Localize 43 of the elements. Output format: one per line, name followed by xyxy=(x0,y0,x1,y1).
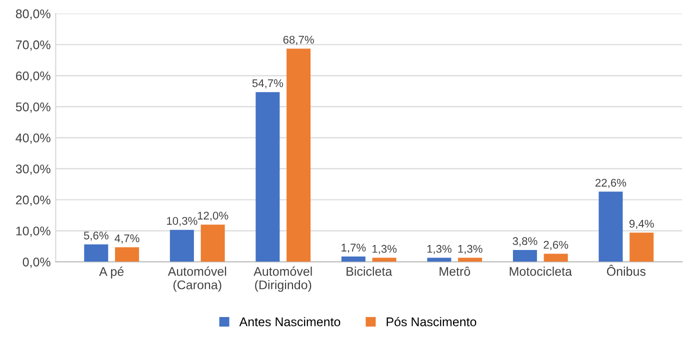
y-tick-label: 40,0% xyxy=(16,134,50,144)
data-label: 1,3% xyxy=(458,244,482,254)
data-label: 54,7% xyxy=(252,79,284,88)
data-label: 1,7% xyxy=(342,244,366,253)
bar xyxy=(200,224,225,262)
y-tick-label: 80,0% xyxy=(16,9,50,20)
data-label: 4,7% xyxy=(114,234,140,244)
bar xyxy=(630,232,654,262)
x-tick-label: Bicicleta xyxy=(346,266,392,276)
data-label: 12,0% xyxy=(198,212,228,221)
y-tick-label: 70,0% xyxy=(16,40,50,51)
x-tick-label: Metrô xyxy=(440,266,470,276)
data-label: 1,3% xyxy=(427,244,452,254)
data-label: 9,4% xyxy=(629,220,654,229)
x-tick-label: Ônibus xyxy=(606,264,646,276)
bar xyxy=(170,230,194,262)
bar xyxy=(286,48,311,262)
bar xyxy=(115,247,140,262)
bar xyxy=(84,244,108,262)
x-tick-label: A pé xyxy=(99,266,124,278)
data-label: 3,8% xyxy=(512,237,538,246)
y-tick-label: 60,0% xyxy=(16,71,50,82)
data-label: 2,6% xyxy=(544,240,568,250)
legend-label: Antes Nascimento xyxy=(239,317,340,326)
y-tick-label: 50,0% xyxy=(16,102,50,113)
bar xyxy=(598,192,623,262)
bar xyxy=(341,256,366,262)
y-tick-label: 10,0% xyxy=(16,226,50,237)
y-tick-label: 20,0% xyxy=(16,196,50,206)
x-tick-label: Motocicleta xyxy=(510,266,572,276)
data-label: 22,6% xyxy=(596,178,626,188)
data-label: 5,6% xyxy=(84,232,108,241)
y-tick-label: 30,0% xyxy=(16,164,50,175)
x-tick-label: Automóvel (Dirigindo) xyxy=(254,266,312,292)
y-tick-label: 0,0% xyxy=(22,258,50,268)
bar xyxy=(256,92,280,262)
data-label: 68,7% xyxy=(283,36,314,45)
bar xyxy=(512,250,537,262)
data-label: 10,3% xyxy=(167,217,198,226)
data-label: 1,3% xyxy=(372,244,397,254)
x-tick-label: Automóvel (Carona) xyxy=(168,266,226,292)
legend-label: Pós Nascimento xyxy=(386,316,476,326)
bar xyxy=(544,254,568,262)
